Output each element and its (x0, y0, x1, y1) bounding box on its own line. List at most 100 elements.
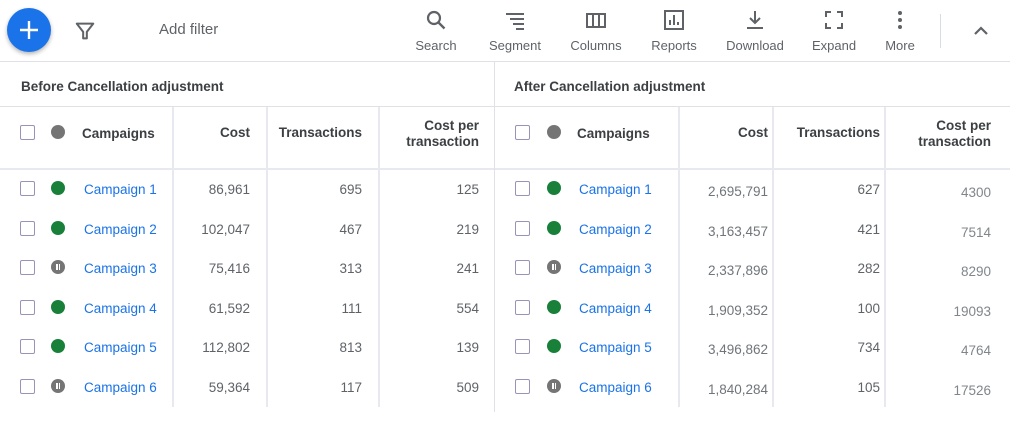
column-header-campaigns[interactable]: Campaigns (577, 126, 650, 141)
create-button[interactable] (7, 8, 51, 52)
table-row: Campaign 6 59,364 117 509 (0, 367, 494, 407)
cost-per-transaction-cell: 4764 (960, 343, 991, 358)
cost-per-transaction-cell: 19093 (953, 303, 991, 319)
campaign-link[interactable]: Campaign 5 (579, 340, 652, 355)
enabled-status-icon[interactable] (547, 181, 561, 195)
row-checkbox[interactable] (20, 299, 35, 315)
column-header-transactions[interactable]: Transactions (774, 107, 886, 168)
transactions-cell: 813 (268, 328, 380, 368)
table-row: Campaign 3 2,337,896 282 8290 (495, 249, 1010, 289)
row-checkbox[interactable] (515, 220, 530, 236)
campaign-link[interactable]: Campaign 3 (84, 261, 157, 276)
select-all-checkbox[interactable] (20, 125, 35, 140)
row-checkbox[interactable] (20, 378, 35, 394)
table-row: Campaign 3 75,416 313 241 (0, 249, 494, 289)
row-checkbox[interactable] (20, 220, 35, 236)
cost-per-transaction-cell: 4300 (960, 185, 991, 200)
column-header-cost[interactable]: Cost (174, 107, 268, 168)
campaign-link[interactable]: Campaign 5 (84, 340, 157, 355)
table-row: Campaign 2 102,047 467 219 (0, 209, 494, 249)
more-button[interactable]: More (862, 8, 938, 53)
cost-cell: 102,047 (174, 209, 268, 249)
row-checkbox[interactable] (20, 260, 35, 275)
status-header-icon (51, 125, 65, 139)
enabled-status-icon[interactable] (51, 220, 65, 235)
paused-status-icon[interactable] (547, 260, 561, 274)
expand-button[interactable]: Expand (796, 8, 872, 53)
cost-cell: 75,416 (174, 249, 268, 289)
row-checkbox[interactable] (20, 339, 35, 354)
enabled-status-icon[interactable] (51, 299, 65, 314)
cost-cell: 2,695,791 (680, 170, 774, 210)
enabled-status-icon[interactable] (547, 339, 561, 353)
cost-per-transaction-cell: 17526 (953, 382, 991, 398)
transactions-cell: 313 (268, 249, 380, 289)
cost-per-transaction-cell: 219 (456, 221, 479, 237)
chevron-up-icon[interactable] (970, 20, 992, 42)
campaign-link[interactable]: Campaign 2 (579, 221, 652, 237)
campaign-link[interactable]: Campaign 6 (84, 379, 157, 395)
more-vert-icon (898, 11, 902, 29)
cost-cell: 59,364 (174, 367, 268, 407)
select-all-checkbox[interactable] (515, 125, 530, 140)
column-header-cost[interactable]: Cost (680, 107, 774, 168)
table-row: Campaign 5 112,802 813 139 (0, 328, 494, 368)
campaign-link[interactable]: Campaign 4 (579, 300, 652, 316)
column-header-row: Campaigns Cost Transactions Cost per tran… (495, 107, 1010, 170)
row-checkbox[interactable] (515, 299, 530, 315)
campaign-link[interactable]: Campaign 1 (579, 182, 652, 197)
transactions-cell: 695 (268, 170, 380, 210)
column-header-cost-per-transaction[interactable]: Cost per transaction (406, 118, 479, 149)
toolbar-divider (940, 14, 941, 48)
row-checkbox[interactable] (20, 181, 35, 196)
reports-label: Reports (651, 38, 697, 53)
transactions-cell: 734 (774, 328, 886, 368)
search-icon (426, 10, 446, 30)
paused-status-icon[interactable] (51, 378, 65, 393)
row-checkbox[interactable] (515, 378, 530, 394)
columns-button[interactable]: Columns (558, 8, 634, 53)
row-checkbox[interactable] (515, 339, 530, 354)
more-label: More (885, 38, 915, 53)
reports-button[interactable]: Reports (636, 8, 712, 53)
add-filter-button[interactable]: Add filter (159, 21, 219, 38)
enabled-status-icon[interactable] (547, 220, 561, 235)
transactions-cell: 117 (268, 367, 380, 407)
search-label: Search (415, 38, 457, 53)
after-adjustment-table: After Cancellation adjustment Campaigns … (495, 62, 1010, 412)
transactions-cell: 282 (774, 249, 886, 289)
segment-icon (506, 13, 524, 30)
table-row: Campaign 4 61,592 111 554 (0, 288, 494, 328)
campaign-link[interactable]: Campaign 6 (579, 379, 652, 395)
column-header-transactions[interactable]: Transactions (268, 107, 380, 168)
cost-cell: 112,802 (174, 328, 268, 368)
cost-per-transaction-cell: 8290 (960, 264, 991, 279)
enabled-status-icon[interactable] (51, 339, 65, 353)
row-checkbox[interactable] (515, 260, 530, 275)
table-row: Campaign 2 3,163,457 421 7514 (495, 209, 1010, 249)
campaign-link[interactable]: Campaign 4 (84, 300, 157, 316)
segment-button[interactable]: Segment (477, 8, 553, 53)
enabled-status-icon[interactable] (51, 181, 65, 195)
table-group-title: Before Cancellation adjustment (0, 62, 494, 107)
enabled-status-icon[interactable] (547, 299, 561, 314)
filter-icon[interactable] (74, 20, 96, 42)
transactions-cell: 100 (774, 288, 886, 328)
table-row: Campaign 1 2,695,791 627 4300 (495, 170, 1010, 210)
cost-per-transaction-cell: 241 (456, 261, 479, 276)
column-header-campaigns[interactable]: Campaigns (82, 126, 155, 141)
table-row: Campaign 4 1,909,352 100 19093 (495, 288, 1010, 328)
download-button[interactable]: Download (717, 8, 793, 53)
campaign-link[interactable]: Campaign 3 (579, 261, 652, 276)
campaign-link[interactable]: Campaign 2 (84, 221, 157, 237)
paused-status-icon[interactable] (51, 260, 65, 274)
search-button[interactable]: Search (398, 8, 474, 53)
column-header-cost-per-transaction[interactable]: Cost per transaction (918, 118, 991, 149)
transactions-cell: 105 (774, 367, 886, 407)
cost-per-transaction-cell: 139 (456, 340, 479, 355)
row-checkbox[interactable] (515, 181, 530, 196)
paused-status-icon[interactable] (547, 378, 561, 393)
cost-cell: 3,163,457 (680, 209, 774, 249)
campaign-link[interactable]: Campaign 1 (84, 182, 157, 197)
toolbar: Add filter Search Segment Columns Report… (0, 0, 1010, 62)
